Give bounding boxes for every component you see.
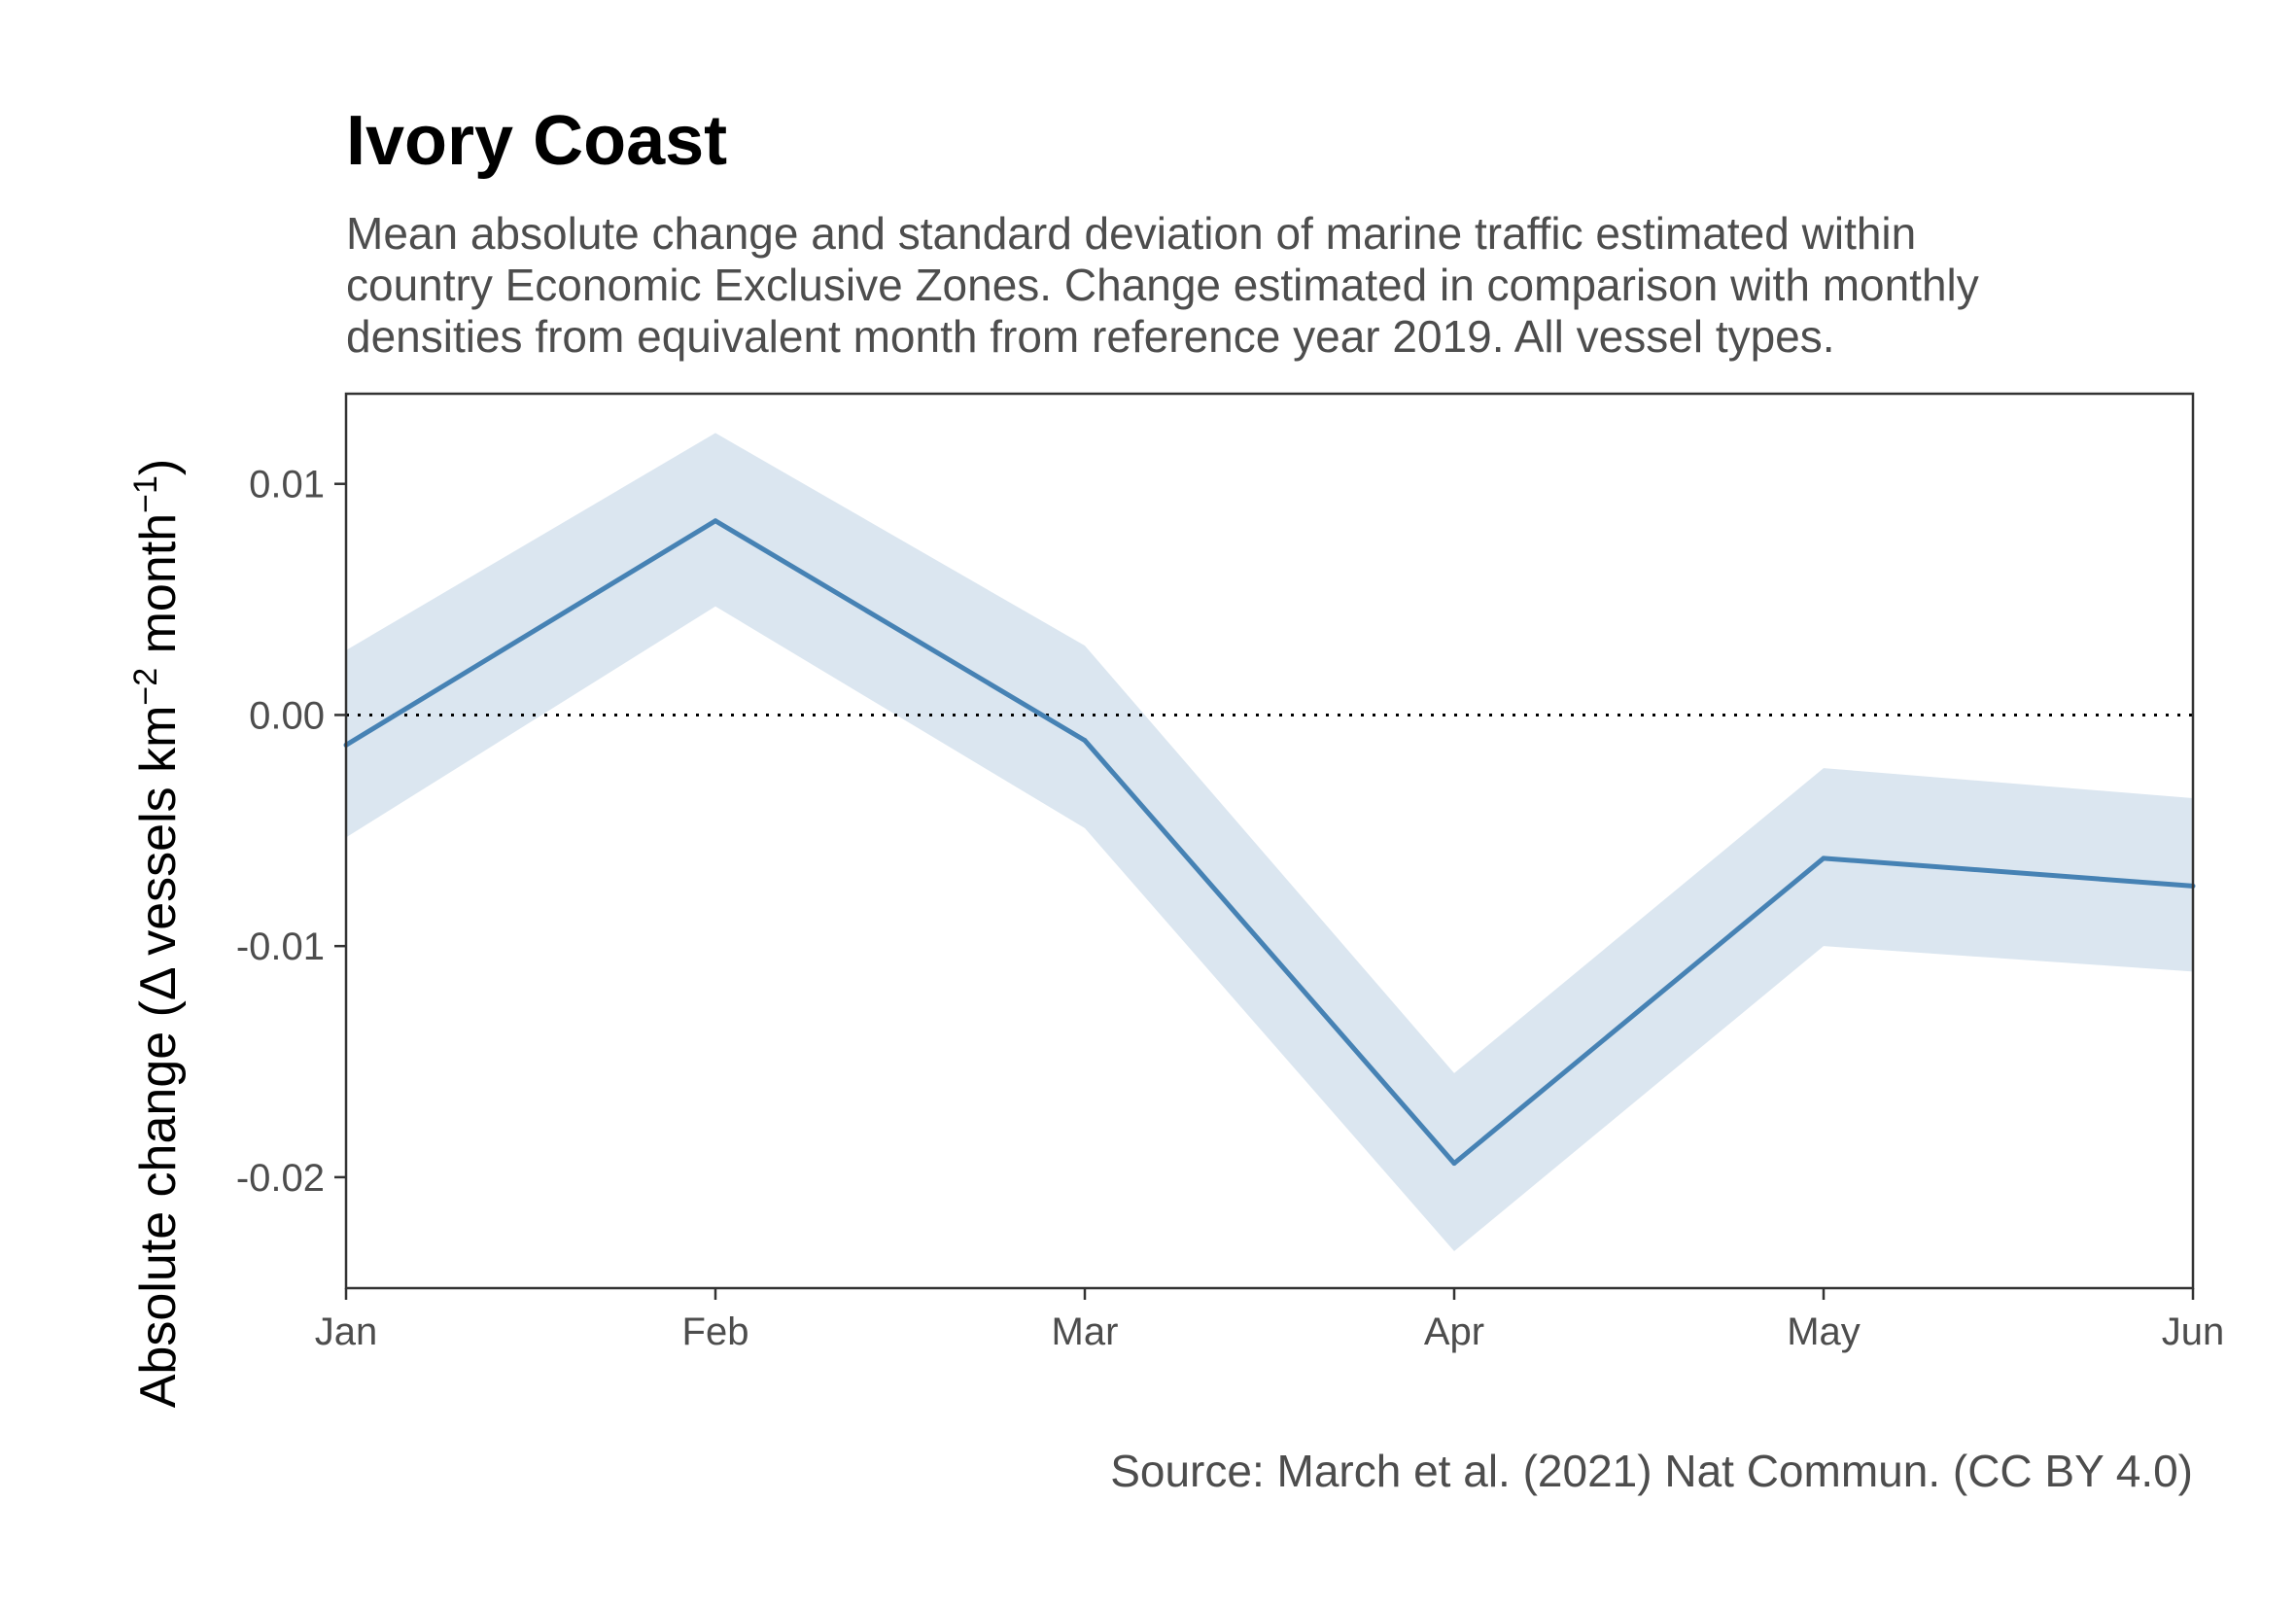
data-point (713, 518, 718, 524)
sd-ribbon (346, 433, 2193, 1251)
y-tick-label: 0.01 (249, 464, 325, 507)
y-axis-title: Absolute change (Δ vessels km−2 month−1) (127, 459, 187, 1409)
mean-change-line (344, 518, 2194, 1167)
x-tick-label: Apr (1424, 1310, 1484, 1353)
chart-title: Ivory Coast (346, 102, 728, 180)
y-tick-label: -0.01 (236, 926, 325, 968)
plot-area: 0.01 0.00 -0.01 -0.02 Jan Feb Mar Apr May Jun (236, 392, 2225, 1353)
y-axis-title-exponent: −2 (127, 668, 164, 706)
y-tick-label: -0.02 (236, 1157, 325, 1200)
x-tick-label: Jun (2162, 1310, 2225, 1353)
y-axis-title-middle: month (130, 513, 187, 668)
chart-caption: Source: March et al. (2021) Nat Commun. … (1110, 1446, 2193, 1496)
x-tick-label: May (1787, 1310, 1861, 1353)
y-tick-label: 0.00 (249, 694, 325, 737)
subtitle-line: Mean absolute change and standard deviat… (346, 208, 1917, 259)
subtitle-line: densities from equivalent month from ref… (346, 311, 1835, 362)
x-tick-label: Mar (1052, 1310, 1119, 1353)
y-axis-title-prefix: Absolute change ( (130, 999, 187, 1408)
data-point (1451, 1161, 1457, 1167)
data-point (1082, 738, 1088, 744)
subtitle-line: country Economic Exclusive Zones. Change… (346, 260, 1979, 310)
plot-border (344, 392, 2195, 1290)
y-axis-title-suffix: ) (130, 459, 187, 475)
y-axis-title-exponent: −1 (127, 475, 164, 513)
data-point (1821, 856, 1826, 861)
x-tick-label: Jan (315, 1310, 378, 1353)
x-tick-label: Feb (682, 1310, 749, 1353)
y-axis-title-delta: Δ (130, 967, 187, 1000)
y-axis-title-main: vessels km (130, 706, 187, 970)
chart-subtitle: Mean absolute change and standard deviat… (346, 208, 1979, 363)
